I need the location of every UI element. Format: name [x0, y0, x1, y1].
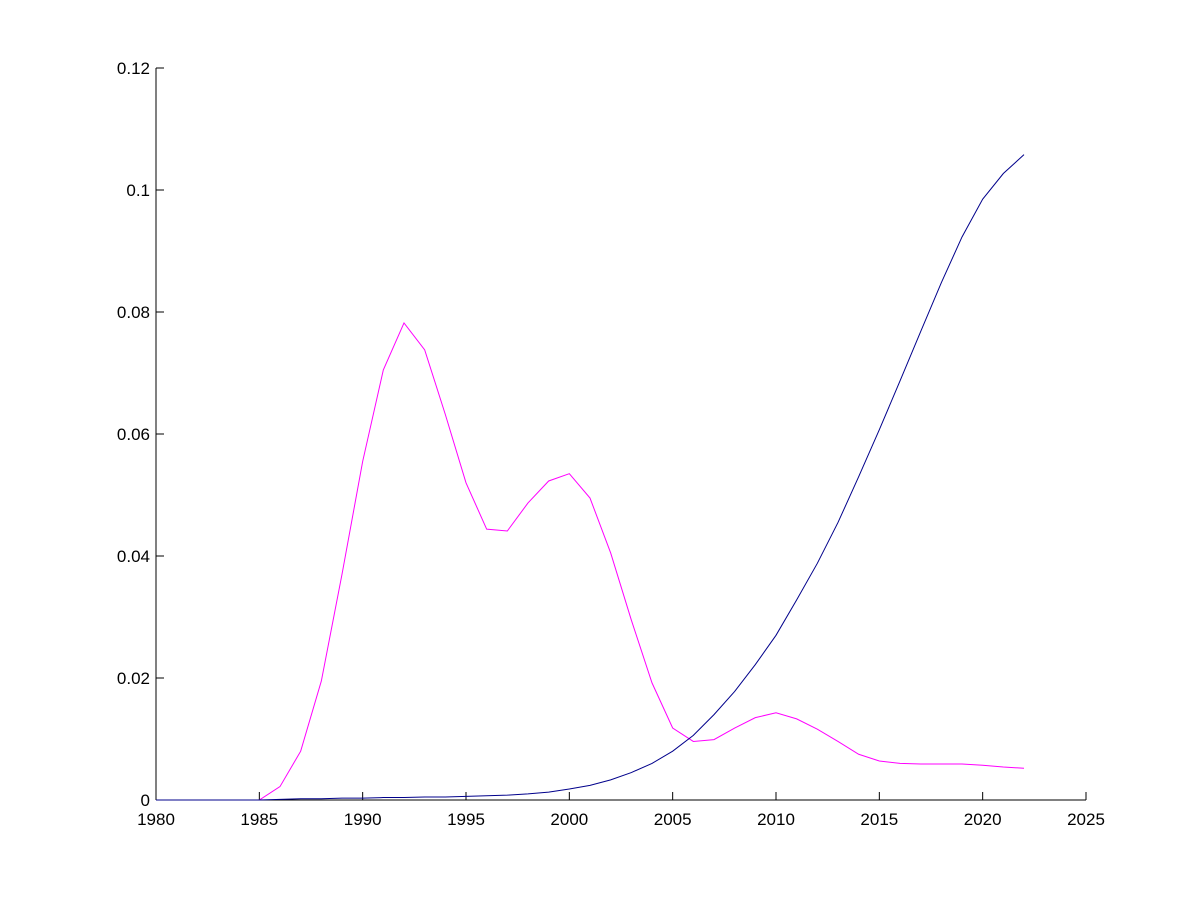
- y-tick-label: 0: [141, 791, 150, 810]
- x-tick-label: 2020: [964, 810, 1002, 829]
- x-tick-label: 2025: [1067, 810, 1105, 829]
- y-tick-label: 0.04: [117, 547, 150, 566]
- x-tick-label: 2005: [654, 810, 692, 829]
- series-line-2: [156, 154, 1025, 801]
- x-tick-label: 2015: [860, 810, 898, 829]
- x-tick-label: 1985: [240, 810, 278, 829]
- x-tick-label: 1980: [137, 810, 175, 829]
- y-tick-label: 0.02: [117, 669, 150, 688]
- y-tick-label: 0.12: [117, 59, 150, 78]
- x-tick-label: 1990: [344, 810, 382, 829]
- axes: [155, 67, 1087, 801]
- series-lines: [156, 154, 1025, 801]
- tick-labels: 0 0.02 0.04 0.06 0.08 0.1 0.12 1980 1985 1990 1995…: [117, 59, 1105, 829]
- x-tick-label: 1995: [447, 810, 485, 829]
- series-line-1: [156, 322, 1025, 801]
- x-tick-label: 2000: [550, 810, 588, 829]
- y-tick-label: 0.08: [117, 303, 150, 322]
- y-tick-label: 0.06: [117, 425, 150, 444]
- x-tick-label: 2010: [757, 810, 795, 829]
- y-tick-label: 0.1: [126, 181, 150, 200]
